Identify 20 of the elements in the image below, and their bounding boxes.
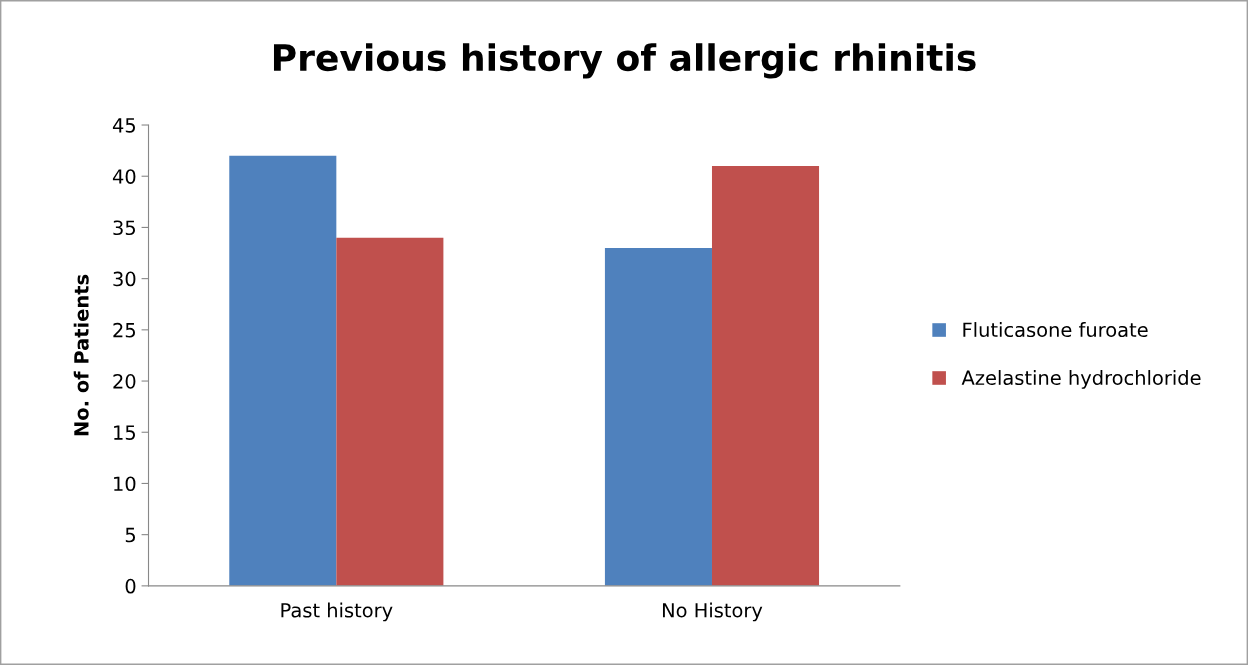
legend-label: Azelastine hydrochloride bbox=[961, 370, 1201, 389]
bar bbox=[604, 247, 712, 586]
y-tick-label: 45 bbox=[112, 118, 136, 133]
x-tick-label: Past history bbox=[281, 602, 393, 622]
y-tick-label: 40 bbox=[112, 169, 136, 184]
y-axis-title: No. of Patients bbox=[73, 274, 89, 436]
y-tick-label: 30 bbox=[113, 271, 136, 287]
legend-label: Fluticasone furoate bbox=[963, 322, 1148, 338]
y-tick-label: 5 bbox=[125, 527, 136, 543]
bar bbox=[229, 155, 337, 586]
y-tick-label: 25 bbox=[113, 322, 136, 338]
y-tick-label: 15 bbox=[114, 425, 136, 440]
x-tick-label: No History bbox=[662, 602, 763, 622]
y-tick-label: 0 bbox=[125, 578, 136, 594]
y-tick-label: 20 bbox=[113, 374, 136, 389]
bar bbox=[336, 237, 444, 586]
y-tick-label: 10 bbox=[114, 476, 136, 492]
chart-title: Previous history of allergic rhinitis bbox=[273, 43, 976, 79]
y-tick-label: 35 bbox=[113, 220, 136, 236]
bar bbox=[711, 165, 820, 586]
